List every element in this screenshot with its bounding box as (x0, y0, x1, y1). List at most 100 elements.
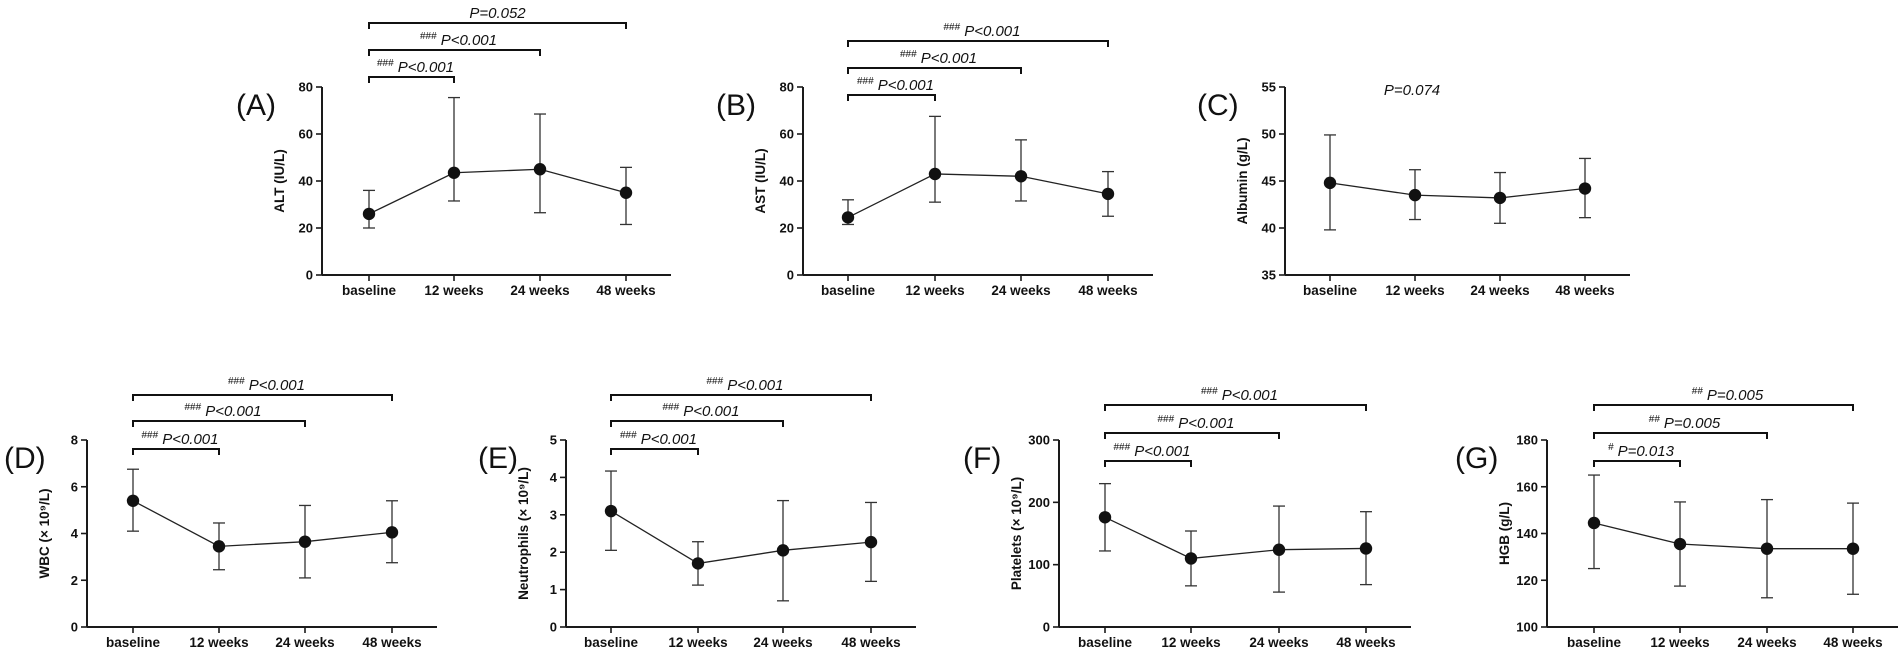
significance-label: ### P<0.001 (142, 430, 219, 448)
y-tick-label: 6 (71, 479, 78, 494)
x-tick-label: baseline (106, 635, 161, 650)
panel-label: (C) (1197, 89, 1239, 122)
y-tick-label: 40 (299, 174, 313, 189)
x-tick-label: baseline (821, 283, 876, 298)
panel-f: (F) 0 100 200 300 baseline 12 weeks 24 weeks 48 … (963, 386, 1411, 650)
series-line (368, 168, 627, 215)
panel-note: P=0.074 (1384, 82, 1440, 99)
series-line (847, 173, 1109, 219)
significance-bracket (847, 94, 936, 101)
y-tick-label: 45 (1262, 174, 1276, 189)
p-value: P=0.005 (1664, 415, 1721, 432)
p-value: P<0.001 (441, 32, 497, 49)
x-tick-label: 48 weeks (1823, 635, 1882, 650)
significance-label: ## P=0.005 (1649, 414, 1721, 432)
y-tick-label: 60 (299, 127, 313, 142)
x-tick-label: 12 weeks (668, 635, 727, 650)
significance-marker: ### (420, 31, 437, 42)
y-axis-label: Neutrophils (× 10⁹/L) (516, 467, 531, 600)
significance-marker: ### (1114, 442, 1131, 453)
significance-label: ### P<0.001 (1158, 414, 1235, 432)
series-line (1104, 516, 1367, 560)
panel-label: (E) (478, 442, 518, 475)
x-tick-label: 48 weeks (1336, 635, 1395, 650)
y-tick-label: 180 (1516, 433, 1538, 448)
p-value: P<0.001 (683, 403, 739, 420)
y-tick-label: 3 (550, 507, 557, 522)
panel-label: (G) (1455, 442, 1498, 475)
p-value: P<0.001 (1222, 387, 1278, 404)
x-tick-label: baseline (1078, 635, 1133, 650)
y-tick-label: 80 (780, 80, 794, 95)
y-tick-label: 80 (299, 80, 313, 95)
significance-label: P=0.052 (469, 5, 526, 22)
significance-bracket (1104, 432, 1280, 439)
significance-label: ### P<0.001 (1201, 386, 1278, 404)
significance-label: ### P<0.001 (944, 22, 1021, 40)
significance-label: ### P<0.001 (228, 376, 305, 394)
y-tick-label: 2 (71, 573, 78, 588)
y-tick-label: 60 (780, 127, 794, 142)
data-point (385, 526, 399, 539)
p-value: P<0.001 (641, 431, 697, 448)
series-line (1593, 522, 1853, 550)
data-point (362, 207, 376, 221)
significance-marker: ### (1201, 386, 1218, 397)
significance-label: ### P<0.001 (900, 49, 977, 67)
y-tick-label: 300 (1028, 433, 1050, 448)
x-tick-label: 48 weeks (1078, 283, 1137, 298)
significance-bracket (1104, 404, 1367, 411)
significance-marker: ### (228, 376, 245, 387)
significance-marker: ### (620, 430, 637, 441)
data-point (126, 494, 140, 507)
x-tick-label: 24 weeks (1249, 635, 1308, 650)
y-tick-label: 0 (1043, 620, 1050, 635)
y-tick-label: 55 (1262, 80, 1276, 95)
series-line (132, 500, 393, 548)
x-tick-label: 48 weeks (362, 635, 421, 650)
significance-bracket (368, 22, 627, 29)
x-tick-label: baseline (584, 635, 639, 650)
significance-bracket (368, 76, 455, 83)
p-value: P=0.005 (1707, 387, 1764, 404)
significance-label: ## P=0.005 (1692, 386, 1764, 404)
significance-bracket (1593, 432, 1768, 439)
p-value: P<0.001 (162, 431, 218, 448)
y-axis-label: AST (IU/L) (753, 148, 768, 213)
y-tick-label: 160 (1516, 479, 1538, 494)
p-value: P<0.001 (964, 23, 1020, 40)
significance-bracket (847, 67, 1022, 74)
y-tick-label: 40 (780, 174, 794, 189)
data-point (1101, 187, 1115, 201)
data-point (1184, 552, 1198, 565)
significance-bracket (1593, 460, 1681, 467)
data-point (1323, 176, 1337, 190)
significance-label: ### P<0.001 (707, 376, 784, 394)
x-tick-label: 24 weeks (1470, 283, 1529, 298)
y-tick-label: 4 (550, 470, 558, 485)
significance-bracket (610, 394, 872, 401)
y-tick-label: 2 (550, 545, 557, 560)
significance-bracket (132, 394, 393, 401)
x-tick-label: 24 weeks (275, 635, 334, 650)
significance-bracket (132, 420, 306, 427)
panel-g: (G) 100 120 140 160 180 baseline 12 weeks 24 wee… (1455, 386, 1898, 650)
significance-label: ### P<0.001 (420, 31, 497, 49)
y-tick-label: 20 (780, 221, 794, 236)
panel-label: (A) (236, 89, 276, 122)
data-point (1493, 191, 1507, 205)
p-value: P=0.013 (1618, 443, 1675, 460)
data-point (776, 544, 790, 557)
y-tick-label: 40 (1262, 221, 1276, 236)
significance-bracket (847, 40, 1109, 47)
significance-marker: ### (663, 402, 680, 413)
significance-label: ### P<0.001 (377, 58, 454, 76)
significance-marker: ### (707, 376, 724, 387)
significance-marker: ### (944, 22, 961, 33)
x-tick-label: baseline (342, 283, 397, 298)
significance-bracket (132, 448, 220, 455)
data-point (1587, 516, 1601, 530)
x-tick-label: 48 weeks (841, 635, 900, 650)
data-point (604, 504, 618, 518)
